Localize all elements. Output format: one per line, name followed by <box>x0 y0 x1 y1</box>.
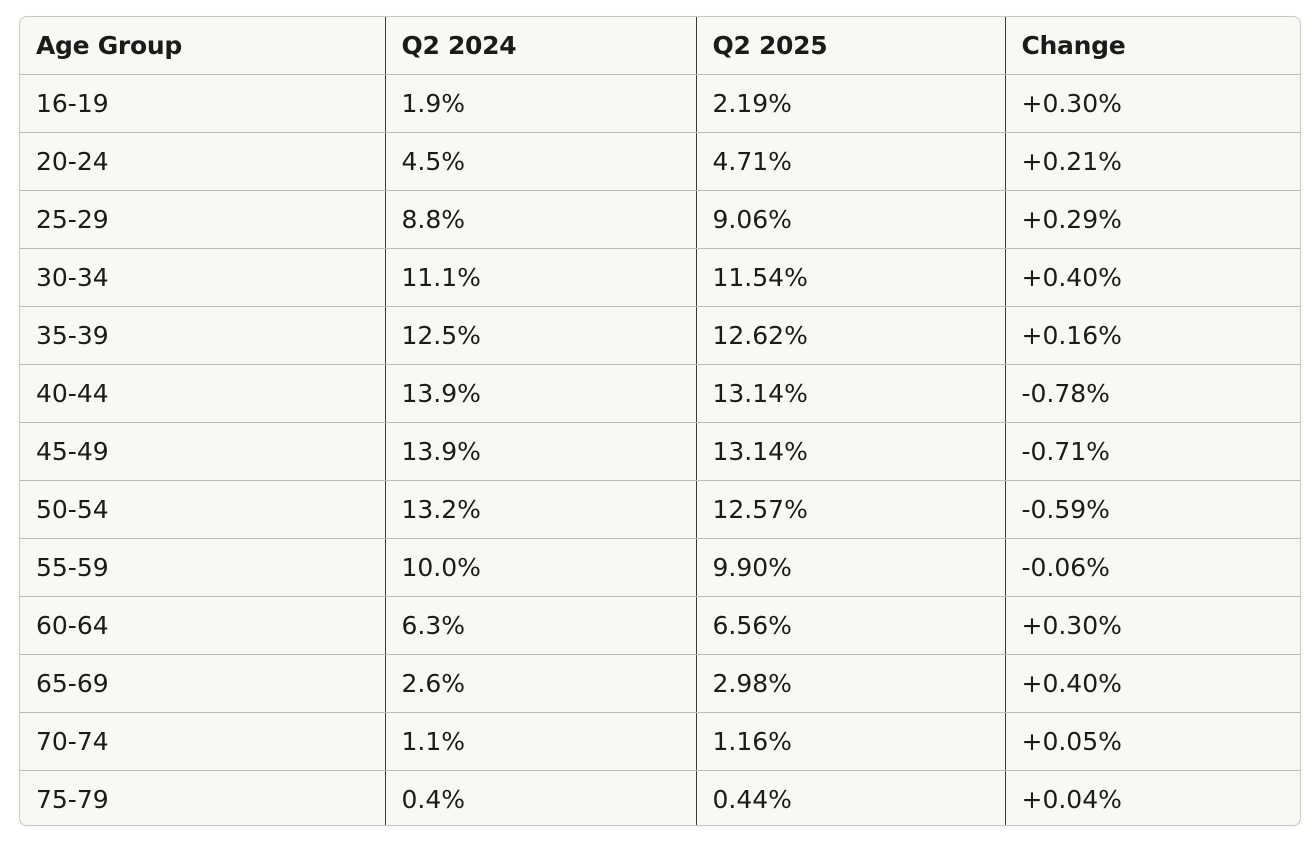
age-group-cell: 20-24 <box>20 132 386 191</box>
table-row: 70-74 1.1% 1.16% +0.05% <box>20 712 1300 771</box>
header-q2-2025: Q2 2025 <box>696 17 1006 75</box>
age-group-table: Age Group Q2 2024 Q2 2025 Change 16-19 1.… <box>20 17 1300 825</box>
age-group-cell: 70-74 <box>20 712 386 771</box>
q2-2025-cell: 12.62% <box>696 306 1006 365</box>
q2-2025-cell: 9.90% <box>696 538 1006 597</box>
q2-2024-cell: 13.2% <box>385 480 697 539</box>
table-row: 60-64 6.3% 6.56% +0.30% <box>20 596 1300 655</box>
change-cell: +0.30% <box>1005 74 1300 133</box>
q2-2025-cell: 6.56% <box>696 596 1006 655</box>
change-cell: -0.06% <box>1005 538 1300 597</box>
q2-2025-cell: 12.57% <box>696 480 1006 539</box>
table-row: 35-39 12.5% 12.62% +0.16% <box>20 306 1300 365</box>
age-group-cell: 55-59 <box>20 538 386 597</box>
age-group-cell: 45-49 <box>20 422 386 481</box>
table-row: 75-79 0.4% 0.44% +0.04% <box>20 770 1300 825</box>
age-group-cell: 75-79 <box>20 770 386 825</box>
q2-2025-cell: 11.54% <box>696 248 1006 307</box>
q2-2025-cell: 13.14% <box>696 422 1006 481</box>
q2-2025-cell: 4.71% <box>696 132 1006 191</box>
change-cell: +0.21% <box>1005 132 1300 191</box>
header-q2-2024: Q2 2024 <box>385 17 697 75</box>
q2-2024-cell: 8.8% <box>385 190 697 249</box>
q2-2024-cell: 1.9% <box>385 74 697 133</box>
table-body: 16-19 1.9% 2.19% +0.30% 20-24 4.5% 4.71% +0.21%… <box>20 74 1300 825</box>
table-row: 55-59 10.0% 9.90% -0.06% <box>20 538 1300 597</box>
change-cell: +0.05% <box>1005 712 1300 771</box>
table-header: Age Group Q2 2024 Q2 2025 Change <box>20 17 1300 75</box>
q2-2025-cell: 2.19% <box>696 74 1006 133</box>
q2-2024-cell: 6.3% <box>385 596 697 655</box>
q2-2024-cell: 2.6% <box>385 654 697 713</box>
q2-2025-cell: 0.44% <box>696 770 1006 825</box>
age-group-cell: 30-34 <box>20 248 386 307</box>
q2-2024-cell: 4.5% <box>385 132 697 191</box>
q2-2025-cell: 9.06% <box>696 190 1006 249</box>
data-table-container: Age Group Q2 2024 Q2 2025 Change 16-19 1.… <box>19 16 1301 826</box>
change-cell: -0.78% <box>1005 364 1300 423</box>
change-cell: +0.40% <box>1005 248 1300 307</box>
q2-2025-cell: 1.16% <box>696 712 1006 771</box>
q2-2025-cell: 2.98% <box>696 654 1006 713</box>
q2-2024-cell: 13.9% <box>385 422 697 481</box>
table-row: 16-19 1.9% 2.19% +0.30% <box>20 74 1300 133</box>
q2-2024-cell: 13.9% <box>385 364 697 423</box>
change-cell: +0.04% <box>1021 785 1122 814</box>
age-group-cell: 60-64 <box>20 596 386 655</box>
table-row: 30-34 11.1% 11.54% +0.40% <box>20 248 1300 307</box>
header-change: Change <box>1005 17 1300 75</box>
change-cell: +0.29% <box>1005 190 1300 249</box>
age-group-cell: 25-29 <box>20 190 386 249</box>
age-group-cell: 65-69 <box>20 654 386 713</box>
q2-2024-cell: 0.4% <box>385 770 697 825</box>
header-row: Age Group Q2 2024 Q2 2025 Change <box>20 17 1300 75</box>
age-group-cell: 35-39 <box>20 306 386 365</box>
change-cell: +0.30% <box>1005 596 1300 655</box>
age-group-cell: 40-44 <box>20 364 386 423</box>
q2-2024-cell: 10.0% <box>385 538 697 597</box>
table-row: 20-24 4.5% 4.71% +0.21% <box>20 132 1300 191</box>
table-row: 45-49 13.9% 13.14% -0.71% <box>20 422 1300 481</box>
table-row: 65-69 2.6% 2.98% +0.40% <box>20 654 1300 713</box>
header-age-group: Age Group <box>20 17 386 75</box>
table-row: 50-54 13.2% 12.57% -0.59% <box>20 480 1300 539</box>
q2-2025-cell: 13.14% <box>696 364 1006 423</box>
q2-2024-cell: 1.1% <box>385 712 697 771</box>
age-group-cell: 16-19 <box>20 74 386 133</box>
change-cell: +0.16% <box>1005 306 1300 365</box>
q2-2024-cell: 12.5% <box>385 306 697 365</box>
change-cell: -0.71% <box>1005 422 1300 481</box>
q2-2024-cell: 11.1% <box>385 248 697 307</box>
change-cell: +0.40% <box>1005 654 1300 713</box>
age-group-cell: 50-54 <box>20 480 386 539</box>
table-row: 40-44 13.9% 13.14% -0.78% <box>20 364 1300 423</box>
change-cell: -0.59% <box>1005 480 1300 539</box>
table-row: 25-29 8.8% 9.06% +0.29% <box>20 190 1300 249</box>
